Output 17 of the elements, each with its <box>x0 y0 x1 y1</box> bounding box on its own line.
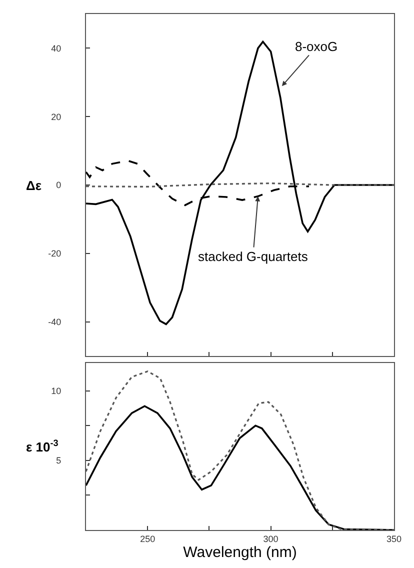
y-axis-title: ε 10$^{-3}$ <box>26 438 58 454</box>
annotation: stacked G-quartets <box>198 249 308 264</box>
y-axis-title: Δε <box>26 178 42 193</box>
x-tick-label: 350 <box>386 534 402 544</box>
line-series <box>86 405 394 530</box>
y-tick-label: 5 <box>56 456 62 466</box>
x-tick-label: 300 <box>263 534 278 544</box>
y-tick-label: 10 <box>51 386 62 396</box>
annotation: 8-oxoG <box>295 39 338 54</box>
y-tick-label: 0 <box>56 180 62 190</box>
line-series <box>86 40 394 326</box>
y-tick-label: 40 <box>51 43 62 54</box>
y-tick-label: -20 <box>48 248 62 259</box>
y-tick-label: -40 <box>48 316 62 327</box>
y-tick-label: 20 <box>51 112 62 122</box>
x-tick-label: 250 <box>140 534 156 544</box>
x-axis-title: Wavelength (nm) <box>183 544 297 561</box>
